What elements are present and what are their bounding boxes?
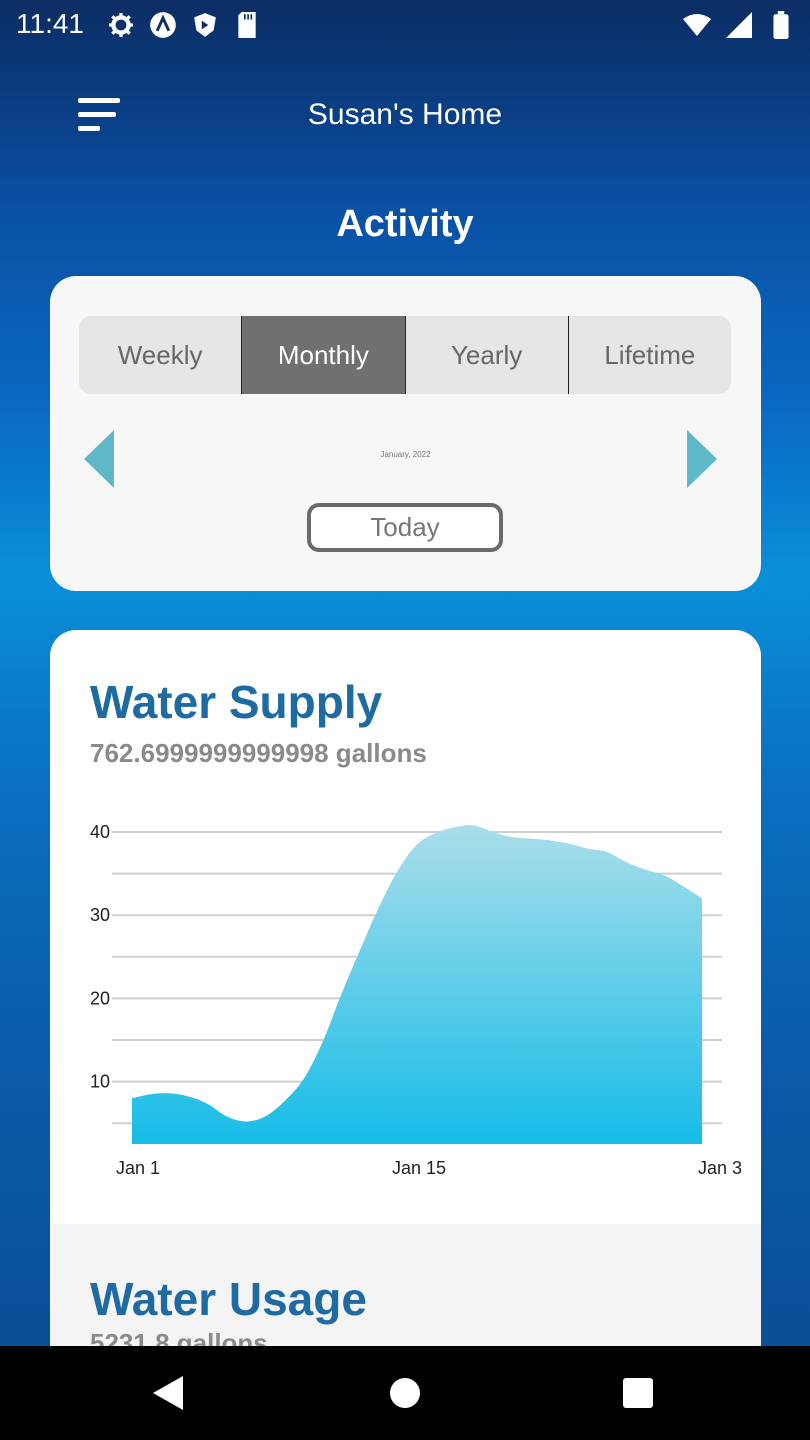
home-title: Susan's Home — [307, 98, 503, 131]
system-nav-bar — [0, 1346, 810, 1440]
status-icons-right — [682, 10, 796, 40]
period-selector-card: Weekly Monthly Yearly Lifetime January, … — [50, 276, 761, 591]
period-navigator: January, 2022 — [50, 426, 761, 492]
tab-weekly[interactable]: Weekly — [117, 339, 203, 370]
x-tick-label: Jan 15 — [392, 1158, 446, 1178]
y-tick-label: 20 — [90, 988, 110, 1008]
a-badge-icon — [148, 10, 178, 40]
status-time: 11:41 — [16, 8, 84, 39]
water-supply-chart-svg: 10 20 30 40 Jan 1 Jan 15 Jan 3 — [90, 822, 742, 1178]
current-period-label: January, 2022 — [380, 450, 431, 459]
signal-icon — [724, 10, 754, 40]
water-usage-title: Water Usage — [90, 1273, 367, 1325]
next-period-arrow-icon[interactable] — [687, 430, 717, 488]
tab-monthly[interactable]: Monthly — [241, 316, 406, 394]
period-tabs: Weekly Monthly Yearly Lifetime — [79, 316, 731, 394]
tab-lifetime[interactable]: Lifetime — [604, 339, 696, 370]
status-icons-left — [106, 10, 262, 40]
wifi-icon — [682, 10, 712, 40]
water-supply-area-series — [132, 825, 702, 1144]
sd-card-icon — [232, 10, 262, 40]
tab-yearly[interactable]: Yearly — [406, 316, 569, 394]
status-bar: 11:41 — [0, 0, 810, 50]
gear-icon — [106, 10, 136, 40]
back-triangle-icon[interactable] — [153, 1376, 183, 1410]
recent-square-icon[interactable] — [623, 1378, 653, 1408]
home-circle-icon[interactable] — [390, 1378, 420, 1408]
y-tick-label: 40 — [90, 822, 110, 842]
battery-icon — [766, 10, 796, 40]
y-tick-label: 10 — [90, 1072, 110, 1092]
previous-period-arrow-icon[interactable] — [84, 430, 114, 488]
water-supply-chart: 10 20 30 40 Jan 1 Jan 15 Jan 3 — [50, 810, 761, 1190]
y-tick-label: 30 — [90, 905, 110, 925]
hamburger-menu-icon[interactable] — [78, 98, 120, 136]
water-supply-title: Water Supply — [90, 676, 383, 728]
water-data-card: Water Supply 762.6999999999998 gallons 1… — [50, 630, 761, 1390]
x-tick-label: Jan 3 — [698, 1158, 742, 1178]
x-tick-label: Jan 1 — [116, 1158, 160, 1178]
today-button[interactable]: Today — [307, 503, 503, 552]
shield-icon — [190, 10, 220, 40]
page-heading: Activity — [336, 203, 474, 245]
water-supply-value: 762.6999999999998 gallons — [90, 738, 427, 768]
